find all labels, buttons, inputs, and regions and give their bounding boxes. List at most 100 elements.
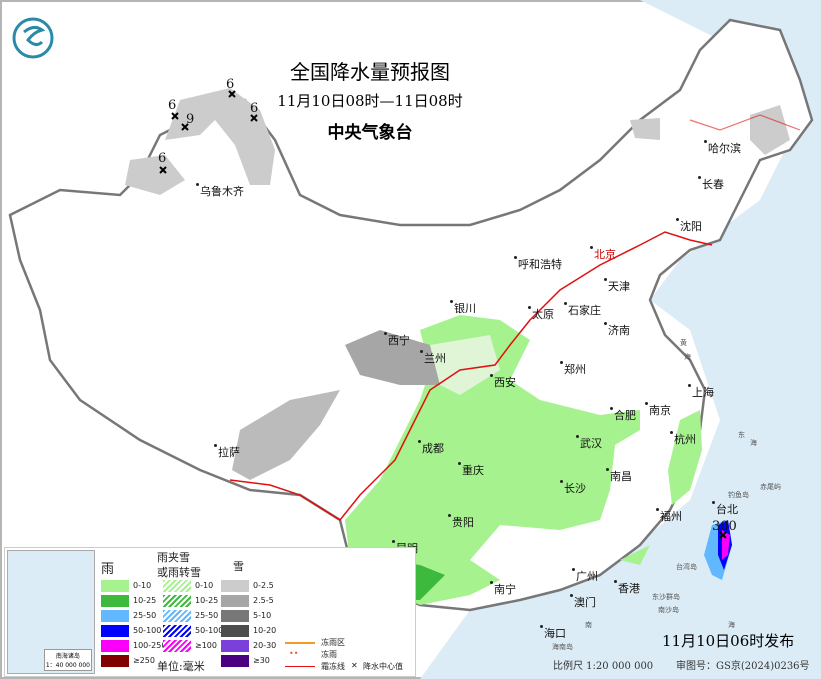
rain-swatch bbox=[101, 655, 129, 667]
city-name: 南京 bbox=[649, 404, 671, 417]
city-name: 南宁 bbox=[494, 583, 516, 596]
frost-line bbox=[689, 114, 801, 131]
rain-range-label: 50-100 bbox=[133, 626, 162, 635]
inset-title: 南海诸岛 bbox=[55, 653, 80, 660]
rain-range-label: 100-250 bbox=[133, 641, 167, 650]
city-name: 西安 bbox=[494, 376, 516, 389]
sleet-range-label: ≥100 bbox=[195, 641, 217, 650]
rain-area-0-10 bbox=[620, 545, 650, 565]
legend: 南海诸岛 1：40 000 000 雨 雨夹雪 或雨转雪 雪 0-10 10-25… bbox=[4, 547, 416, 677]
city-name: 重庆 bbox=[462, 464, 484, 477]
precip-center-value: 6 bbox=[158, 151, 167, 166]
geo-label: 东沙群岛 bbox=[652, 593, 680, 601]
city-label: 天津 bbox=[604, 278, 630, 294]
freezing-rain-area-label: 冻雨区 bbox=[321, 638, 345, 647]
city-dot-icon bbox=[490, 374, 493, 377]
city-dot-icon bbox=[570, 594, 573, 597]
taiwan-rain-extreme bbox=[722, 530, 730, 560]
city-label: 成都 bbox=[418, 440, 444, 456]
city-label: 乌鲁木齐 bbox=[196, 183, 244, 199]
rain-swatch bbox=[101, 610, 129, 622]
city-dot-icon bbox=[604, 322, 607, 325]
issuer: 中央气象台 bbox=[327, 123, 413, 143]
city-name: 杭州 bbox=[674, 433, 696, 446]
snow-area bbox=[630, 118, 660, 140]
city-label: 台北 bbox=[712, 501, 738, 517]
city-name: 福州 bbox=[660, 510, 682, 523]
city-name: 天津 bbox=[608, 280, 630, 293]
frost-line-swatch bbox=[285, 666, 315, 667]
city-dot-icon bbox=[576, 435, 579, 438]
snow-swatch bbox=[221, 595, 249, 607]
geo-label: 黄 bbox=[680, 339, 687, 347]
city-dot-icon bbox=[670, 431, 673, 434]
city-name: 济南 bbox=[608, 324, 630, 337]
city-name: 石家庄 bbox=[568, 304, 601, 317]
city-label: 郑州 bbox=[560, 361, 586, 377]
snow-legend-title: 雪 bbox=[233, 560, 244, 573]
city-dot-icon bbox=[448, 514, 451, 517]
sea bbox=[420, 0, 821, 679]
snow-range-label: 10-20 bbox=[253, 626, 277, 635]
city-label: 广州 bbox=[572, 568, 598, 584]
city-name: 沈阳 bbox=[680, 220, 702, 233]
map-approval-number: 审图号：GS京(2024)0236号 bbox=[676, 661, 810, 672]
sleet-swatch bbox=[163, 625, 191, 637]
city-name: 兰州 bbox=[424, 352, 446, 365]
snow-area bbox=[125, 155, 185, 195]
unit-label: 单位:毫米 bbox=[157, 660, 205, 673]
city-label: 太原 bbox=[528, 306, 554, 322]
city-label: 澳门 bbox=[570, 594, 596, 610]
inset-scale: 1：40 000 000 bbox=[45, 662, 90, 669]
city-dot-icon bbox=[418, 440, 421, 443]
sleet-range-label: 25-50 bbox=[195, 611, 219, 620]
city-name: 长春 bbox=[702, 178, 724, 191]
freezing-rain-label: 冻雨 bbox=[321, 650, 337, 659]
snow-range-label: 20-30 bbox=[253, 641, 277, 650]
city-dot-icon bbox=[614, 580, 617, 583]
snow-range-label: 2.5-5 bbox=[253, 596, 274, 605]
city-dot-icon bbox=[392, 540, 395, 543]
freezing-rain-area-swatch bbox=[285, 642, 315, 644]
city-dot-icon bbox=[572, 568, 575, 571]
city-dot-icon bbox=[590, 246, 593, 249]
city-dot-icon bbox=[528, 306, 531, 309]
city-label: 哈尔滨 bbox=[704, 140, 741, 156]
geo-label: 南沙岛 bbox=[658, 606, 679, 614]
frost-line-label: 霜冻线 bbox=[321, 662, 345, 671]
sleet-swatch bbox=[163, 595, 191, 607]
snow-area bbox=[232, 390, 340, 480]
sleet-range-label: 0-10 bbox=[195, 581, 214, 590]
snow-swatch bbox=[221, 610, 249, 622]
rain-area-0-10 bbox=[345, 315, 640, 605]
city-dot-icon bbox=[450, 300, 453, 303]
sleet-range-label: 10-25 bbox=[195, 596, 219, 605]
city-dot-icon bbox=[540, 625, 543, 628]
sleet-swatch bbox=[163, 610, 191, 622]
city-dot-icon bbox=[214, 444, 217, 447]
precip-center-value: 6 bbox=[250, 101, 259, 116]
city-dot-icon bbox=[656, 508, 659, 511]
geo-label: 赤尾屿 bbox=[760, 483, 781, 491]
precip-center-value: 300 bbox=[712, 519, 737, 534]
city-name: 台北 bbox=[716, 503, 738, 516]
geo-label: 台湾岛 bbox=[676, 563, 697, 571]
geo-label: 海 bbox=[728, 621, 735, 629]
city-dot-icon bbox=[698, 176, 701, 179]
city-dot-icon bbox=[560, 480, 563, 483]
geo-label: 海 bbox=[684, 353, 691, 361]
city-name: 北京 bbox=[594, 248, 616, 261]
city-dot-icon bbox=[645, 402, 648, 405]
snow-area bbox=[345, 330, 440, 385]
forecast-period: 11月10日08时—11日08时 bbox=[277, 92, 463, 110]
city-name: 澳门 bbox=[574, 596, 596, 609]
city-label: 长沙 bbox=[560, 480, 586, 496]
city-label: 拉萨 bbox=[214, 444, 240, 460]
sleet-swatch bbox=[163, 640, 191, 652]
sleet-legend-title-1: 雨夹雪 bbox=[157, 551, 190, 564]
city-dot-icon bbox=[606, 468, 609, 471]
city-dot-icon bbox=[564, 302, 567, 305]
map-scale: 比例尺 1:20 000 000 bbox=[553, 661, 654, 672]
city-label: 海口 bbox=[540, 625, 566, 641]
